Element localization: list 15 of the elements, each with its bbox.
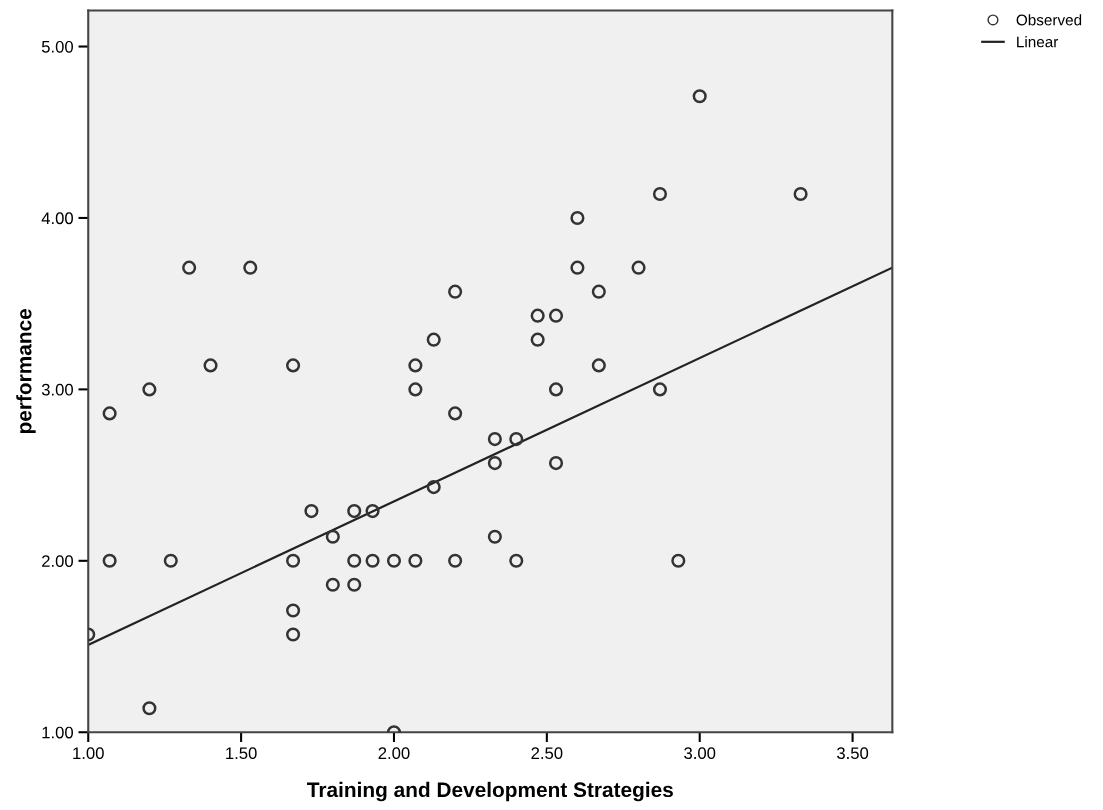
x-tick-label: 2.50 (531, 747, 563, 760)
x-tick-label: 3.00 (684, 747, 716, 760)
y-tick-label: 1.00 (42, 726, 74, 739)
y-tick-label: 3.00 (41, 383, 74, 396)
legend-label: Linear (1017, 36, 1059, 48)
y-tick-label: 4.00 (41, 212, 74, 225)
x-tick-label: 1.00 (73, 747, 104, 760)
y-axis-title: performance (16, 308, 36, 434)
x-tick-label: 2.00 (378, 747, 410, 760)
y-tick-label: 2.00 (42, 555, 74, 568)
x-tick-label: 3.50 (837, 747, 869, 760)
x-tick-label: 1.50 (226, 747, 257, 760)
legend-label: Observed (1016, 14, 1082, 26)
x-axis-title: Training and Development Strategies (307, 781, 673, 802)
y-tick-label: 5.00 (41, 40, 74, 53)
